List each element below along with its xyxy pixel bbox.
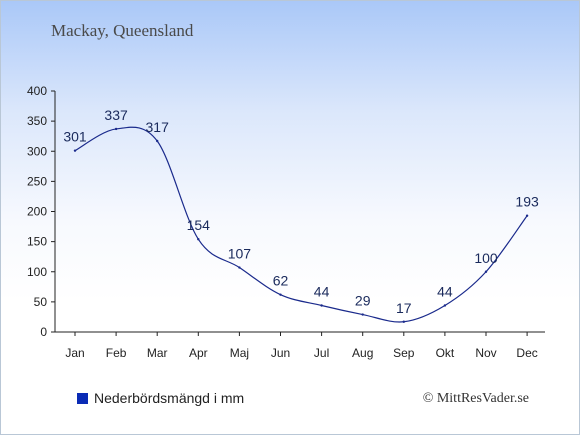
data-point bbox=[279, 293, 282, 296]
data-point bbox=[525, 214, 529, 217]
series-line bbox=[74, 126, 528, 323]
data-label: 154 bbox=[187, 217, 211, 233]
x-tick-label: Maj bbox=[230, 346, 249, 360]
x-tick-label: Sep bbox=[393, 346, 415, 360]
data-label: 337 bbox=[104, 107, 128, 123]
y-tick-label: 150 bbox=[27, 235, 47, 249]
y-tick-label: 250 bbox=[27, 174, 47, 188]
data-label: 44 bbox=[314, 283, 330, 299]
x-tick-label: Jul bbox=[314, 346, 329, 360]
data-point bbox=[361, 313, 364, 316]
x-tick-label: Okt bbox=[436, 346, 455, 360]
series-group bbox=[73, 126, 529, 323]
y-tick-label: 100 bbox=[27, 265, 47, 279]
x-tick-label: Dec bbox=[516, 346, 537, 360]
y-tick-label: 0 bbox=[40, 325, 47, 339]
y-tick-label: 400 bbox=[27, 84, 47, 98]
chart-title: Mackay, Queensland bbox=[51, 21, 194, 40]
y-tick-label: 300 bbox=[27, 144, 47, 158]
data-point bbox=[114, 127, 118, 131]
data-label: 62 bbox=[273, 273, 289, 289]
x-tick-label: Jun bbox=[271, 346, 290, 360]
data-label: 193 bbox=[515, 194, 539, 210]
data-point bbox=[484, 270, 488, 273]
y-tick-label: 50 bbox=[34, 295, 48, 309]
x-tick-label: Jan bbox=[65, 346, 84, 360]
legend-swatch bbox=[77, 392, 88, 404]
y-tick-label: 350 bbox=[27, 114, 47, 128]
data-point bbox=[402, 320, 405, 323]
data-point bbox=[443, 304, 447, 307]
x-tick-label: Apr bbox=[189, 346, 208, 360]
data-point bbox=[73, 149, 77, 152]
data-point bbox=[238, 266, 241, 269]
data-label: 100 bbox=[474, 250, 498, 266]
y-tick-label: 200 bbox=[27, 205, 47, 219]
x-tick-label: Nov bbox=[475, 346, 496, 360]
data-point bbox=[197, 238, 200, 241]
legend-label: Nederbördsmängd i mm bbox=[94, 390, 245, 406]
x-tick-label: Feb bbox=[106, 346, 127, 360]
data-label: 317 bbox=[146, 119, 170, 135]
data-labels: 301 337 317 154 107 62 44 29 17 44 100 193 bbox=[63, 107, 539, 316]
data-label: 17 bbox=[396, 300, 412, 316]
data-point bbox=[320, 304, 323, 307]
data-label: 301 bbox=[63, 129, 87, 145]
data-label: 107 bbox=[228, 246, 252, 262]
axes: 0 50 100 150 200 250 300 350 400 Jan Feb Mar Apr Maj J… bbox=[27, 84, 545, 360]
credit-text: © MittResVader.se bbox=[422, 391, 529, 406]
data-label: 44 bbox=[437, 283, 453, 299]
legend: Nederbördsmängd i mm bbox=[77, 390, 244, 406]
x-tick-label: Aug bbox=[352, 346, 373, 360]
data-label: 29 bbox=[355, 293, 371, 309]
x-tick-label: Mar bbox=[147, 346, 168, 360]
data-point bbox=[156, 139, 159, 143]
